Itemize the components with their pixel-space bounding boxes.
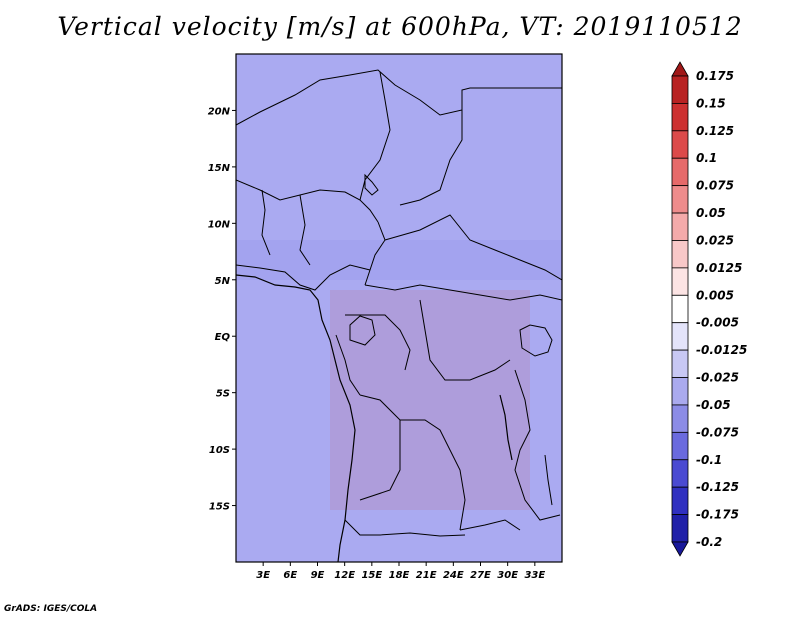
lat-tick-label: EQ [215, 332, 231, 343]
colorbar-label: 0.005 [696, 288, 734, 302]
colorbar-label: 0.1 [696, 151, 717, 165]
colorbar-box [671, 404, 689, 433]
colorbar-label: 0.025 [696, 233, 734, 247]
country-borders [236, 69, 562, 562]
lon-tick-label: 33E [524, 570, 545, 581]
credit-text: GrADS: IGES/COLA [4, 604, 98, 614]
lat-tick-label: 15S [209, 502, 230, 513]
colorbar-box [671, 349, 689, 378]
colorbar-box [671, 514, 689, 543]
colorbar-box [671, 267, 689, 296]
lon-tick-label: 27E [470, 570, 491, 581]
lon-tick-label: 18E [389, 570, 410, 581]
lat-tick-label: 5S [216, 389, 230, 400]
colorbar-box [671, 486, 689, 515]
colorbar-label: -0.0125 [696, 343, 747, 357]
colorbar-box [671, 240, 689, 269]
colorbar-box [671, 294, 689, 324]
lat-tick-label: 5N [215, 276, 231, 287]
colorbar-box [671, 185, 689, 214]
colorbar-top-arrow [671, 61, 689, 77]
colorbar-box [671, 130, 689, 159]
colorbar-label: 0.075 [696, 179, 734, 193]
chart-title: Vertical velocity [m/s] at 600hPa, VT: 2… [57, 12, 743, 41]
colorbar-box [671, 322, 689, 351]
lon-tick-label: 15E [361, 570, 382, 581]
lat-tick-label: 10S [209, 445, 230, 456]
colorbar-label: -0.125 [696, 480, 739, 494]
lon-tick-label: 6E [283, 570, 297, 581]
colorbar-bottom-arrow [671, 541, 689, 557]
colorbar-label: -0.2 [696, 535, 722, 549]
colorbar-box [671, 431, 689, 461]
colorbar: 0.175 0.15 0.125 0.1 0.075 0.05 0.025 0.0125 0.0… [671, 61, 747, 557]
colorbar-label: 0.175 [696, 69, 734, 83]
lat-tick-label: 15N [208, 163, 231, 174]
colorbar-label: -0.175 [696, 508, 739, 522]
longitude-axis: 3E 6E 9E 12E 15E 18E 21E 24E 27E 30E 33E [256, 562, 545, 581]
colorbar-label: -0.05 [696, 398, 731, 412]
lon-tick-label: 3E [256, 570, 270, 581]
lon-tick-label: 30E [497, 570, 518, 581]
lon-tick-label: 24E [443, 570, 464, 581]
colorbar-label: 0.05 [696, 206, 726, 220]
latitude-axis: 20N 15N 10N 5N EQ 5S 10S 15S [208, 106, 236, 513]
colorbar-box [671, 103, 689, 132]
colorbar-box [671, 212, 689, 241]
colorbar-box [671, 157, 689, 187]
colorbar-box [671, 459, 689, 488]
colorbar-label: 0.15 [696, 96, 726, 110]
colorbar-box [671, 377, 689, 406]
colorbar-box [671, 75, 689, 104]
colorbar-label: -0.1 [696, 453, 722, 467]
lat-tick-label: 10N [208, 219, 231, 230]
lon-tick-label: 12E [334, 570, 355, 581]
colorbar-label: 0.125 [696, 124, 734, 138]
colorbar-label: -0.025 [696, 371, 739, 385]
lon-tick-label: 21E [416, 570, 437, 581]
colorbar-label: -0.075 [696, 425, 739, 439]
colorbar-label: 0.0125 [696, 261, 742, 275]
velocity-field [236, 54, 562, 562]
lon-tick-label: 9E [311, 570, 325, 581]
colorbar-label: -0.005 [696, 316, 739, 330]
lat-tick-label: 20N [208, 106, 231, 117]
